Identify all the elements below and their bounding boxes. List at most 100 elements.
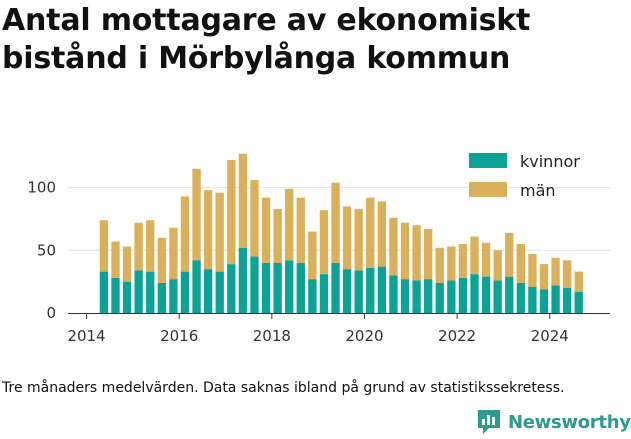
bar-man [528, 254, 537, 287]
bar-man [250, 180, 259, 257]
bar-kvinnor [516, 282, 525, 313]
bar-man [342, 206, 352, 270]
legend-swatch-man [469, 182, 507, 197]
bar-kvinnor [493, 280, 502, 313]
bar-kvinnor [574, 291, 583, 313]
bar-man [562, 260, 572, 288]
x-tick-label-2020: 2020 [345, 327, 383, 345]
bar-kvinnor [400, 279, 410, 313]
bar-man [134, 222, 143, 271]
bar-kvinnor [285, 260, 294, 313]
legend-swatch-kvinnor [469, 153, 507, 168]
bar-kvinnor [562, 287, 572, 313]
bar-man [516, 244, 525, 283]
bar-man [146, 220, 155, 272]
bar-kvinnor [539, 289, 549, 313]
bar-kvinnor [505, 276, 514, 313]
bar-kvinnor [99, 271, 109, 313]
bar-man [203, 190, 213, 270]
bar-kvinnor [111, 277, 120, 313]
bar-kvinnor [528, 286, 537, 313]
bar-man [505, 232, 514, 277]
bar-man [412, 225, 421, 281]
bar-kvinnor [203, 269, 213, 313]
bar-kvinnor [389, 275, 398, 313]
bar-man [157, 237, 166, 283]
bar-kvinnor [134, 270, 143, 313]
bar-kvinnor [122, 281, 132, 313]
bar-kvinnor [261, 262, 271, 313]
bar-man [215, 192, 224, 272]
bar-man [354, 208, 363, 271]
legend: kvinnor män [469, 152, 580, 200]
bar-man [308, 231, 317, 280]
footnote: Tre månaders medelvärden. Data saknas ib… [2, 380, 565, 396]
bar-man [261, 197, 271, 263]
bar-kvinnor [227, 264, 236, 313]
bar-kvinnor [192, 260, 201, 313]
x-tick-label-2018: 2018 [253, 327, 291, 345]
x-tick-label-2014: 2014 [67, 327, 105, 345]
bar-man [470, 236, 479, 275]
bar-man [481, 242, 491, 277]
bar-kvinnor [342, 269, 352, 313]
y-tick-label-0: 0 [46, 304, 56, 322]
x-tick-label-2022: 2022 [438, 327, 476, 345]
bar-man [169, 227, 178, 280]
bar-kvinnor [169, 279, 178, 313]
bar-kvinnor [273, 262, 282, 313]
x-axis: 2014 2016 2018 2020 2022 2024 [67, 313, 610, 345]
bar-man [493, 250, 502, 281]
bar-man [435, 247, 444, 283]
bar-kvinnor [435, 282, 444, 313]
bar-kvinnor [377, 266, 387, 313]
bar-man [366, 197, 375, 268]
y-tick-label-50: 50 [37, 241, 56, 259]
bar-kvinnor [366, 267, 375, 313]
bar-kvinnor [424, 279, 433, 313]
bar-man [227, 160, 236, 265]
bar-man [285, 188, 294, 261]
bar-kvinnor [157, 282, 166, 313]
bar-kvinnor [180, 271, 190, 313]
bar-kvinnor [331, 262, 340, 313]
bar-kvinnor [215, 271, 224, 313]
bar-kvinnor [412, 280, 421, 313]
bar-kvinnor [308, 279, 317, 313]
bar-man [122, 246, 132, 282]
y-axis-ticks: 0 50 100 [27, 179, 56, 322]
x-tick-label-2024: 2024 [531, 327, 569, 345]
bar-man [400, 222, 410, 280]
bar-kvinnor [250, 256, 259, 313]
bar-man [238, 153, 248, 248]
bars [99, 153, 583, 313]
bar-kvinnor [296, 262, 305, 313]
bar-man [447, 246, 456, 281]
bar-man [180, 196, 190, 272]
bar-kvinnor [481, 276, 491, 313]
bar-man [319, 210, 329, 275]
bar-kvinnor [551, 285, 560, 313]
bar-kvinnor [319, 274, 329, 313]
bar-man [273, 208, 282, 263]
bar-man [424, 228, 433, 280]
y-tick-label-100: 100 [27, 179, 56, 197]
bar-man [331, 182, 340, 263]
newsworthy-bar-logo-icon [478, 410, 500, 434]
bar-man [539, 264, 549, 290]
bar-man [99, 220, 109, 272]
bar-man [574, 271, 583, 292]
bar-kvinnor [238, 247, 248, 313]
brand-name: Newsworthy [508, 411, 631, 433]
legend-label-man: män [520, 181, 556, 200]
bar-kvinnor [458, 277, 468, 313]
bar-man [377, 201, 387, 267]
bar-kvinnor [354, 270, 363, 313]
bar-man [458, 244, 468, 278]
bar-man [192, 168, 201, 261]
x-tick-label-2016: 2016 [160, 327, 198, 345]
bar-kvinnor [146, 271, 155, 313]
bar-man [389, 217, 398, 276]
bar-kvinnor [470, 274, 479, 313]
